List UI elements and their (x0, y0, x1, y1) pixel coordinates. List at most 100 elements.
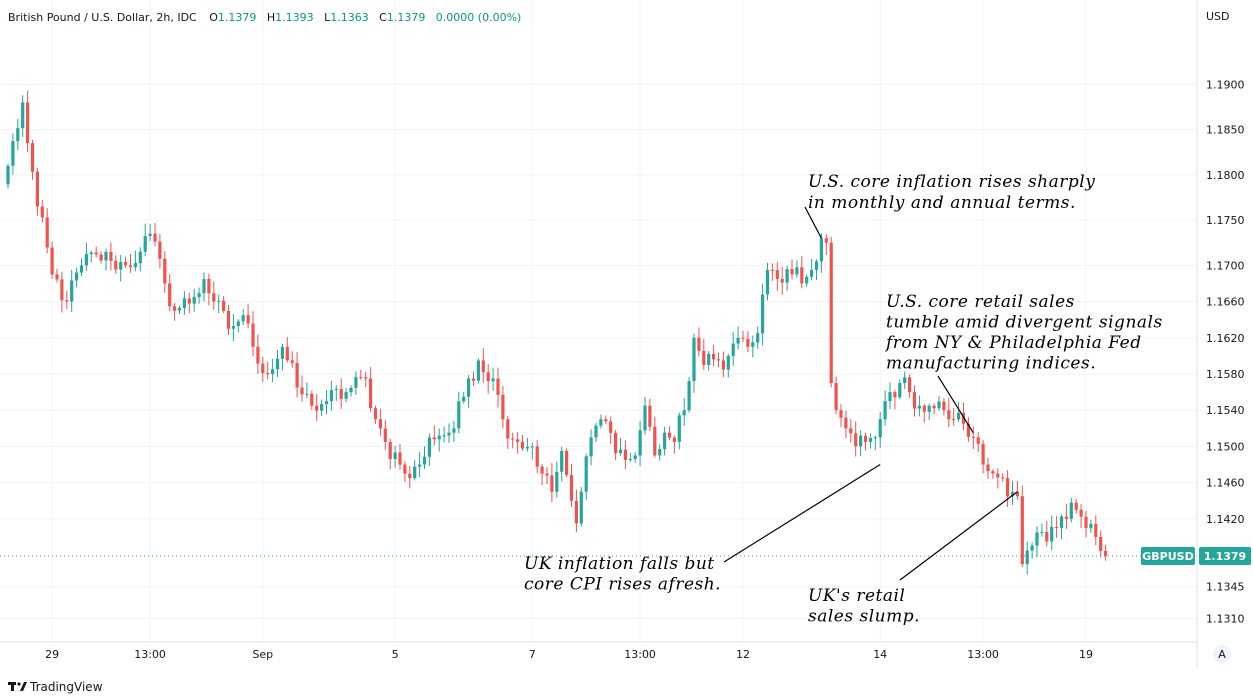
candle-body[interactable] (16, 128, 20, 142)
candle-body[interactable] (310, 393, 314, 406)
candle-body[interactable] (442, 435, 446, 437)
candle-body[interactable] (824, 238, 828, 243)
candle-body[interactable] (854, 433, 858, 447)
candle-body[interactable] (1079, 509, 1083, 517)
candle-body[interactable] (84, 254, 88, 266)
candle-body[interactable] (35, 171, 39, 207)
candle-body[interactable] (844, 417, 848, 429)
candle-body[interactable] (266, 372, 270, 374)
candle-body[interactable] (55, 274, 59, 280)
candle-body[interactable] (638, 430, 642, 456)
candle-body[interactable] (339, 389, 343, 399)
candle-body[interactable] (736, 337, 740, 344)
candle-body[interactable] (594, 425, 598, 438)
candle-body[interactable] (976, 437, 980, 444)
candle-body[interactable] (70, 280, 74, 302)
candle-body[interactable] (927, 405, 931, 412)
candle-body[interactable] (1015, 491, 1019, 497)
candle-body[interactable] (202, 278, 206, 294)
candle-body[interactable] (476, 360, 480, 381)
candle-body[interactable] (373, 408, 378, 420)
candle-body[interactable] (1001, 477, 1005, 479)
candle-body[interactable] (516, 439, 520, 442)
candle-body[interactable] (324, 401, 329, 405)
candle-body[interactable] (6, 165, 10, 184)
candle-body[interactable] (21, 102, 25, 129)
candle-body[interactable] (359, 377, 363, 379)
candle-body[interactable] (197, 293, 201, 298)
candle-body[interactable] (329, 390, 333, 402)
tradingview-logo[interactable]: TradingView (8, 680, 103, 694)
candle-body[interactable] (1045, 532, 1049, 542)
candle-body[interactable] (408, 473, 412, 479)
candle-body[interactable] (501, 394, 505, 420)
candle-body[interactable] (432, 437, 436, 440)
candle-body[interactable] (486, 372, 490, 382)
candle-body[interactable] (295, 362, 299, 388)
candle-body[interactable] (677, 415, 681, 442)
candle-body[interactable] (300, 387, 304, 395)
candle-body[interactable] (618, 449, 623, 454)
candle-body[interactable] (30, 143, 35, 172)
candle-body[interactable] (1006, 478, 1010, 497)
candle-body[interactable] (785, 269, 789, 283)
candle-body[interactable] (859, 435, 863, 447)
candle-body[interactable] (1099, 536, 1103, 551)
candle-body[interactable] (795, 267, 799, 275)
candle-body[interactable] (1069, 502, 1073, 519)
candle-body[interactable] (574, 500, 578, 524)
candle-body[interactable] (584, 456, 588, 492)
candle-body[interactable] (633, 455, 637, 459)
candle-body[interactable] (663, 432, 667, 450)
candle-body[interactable] (271, 369, 275, 374)
candle-body[interactable] (256, 346, 260, 364)
candle-body[interactable] (780, 278, 784, 283)
candle-body[interactable] (285, 346, 289, 361)
candle-body[interactable] (917, 405, 921, 409)
candle-body[interactable] (447, 432, 451, 436)
candle-body[interactable] (814, 261, 819, 270)
candle-body[interactable] (388, 441, 392, 460)
candle-body[interactable] (148, 233, 152, 236)
candle-body[interactable] (829, 242, 833, 384)
candle-body[interactable] (119, 261, 123, 270)
candle-body[interactable] (173, 306, 177, 311)
candle-body[interactable] (398, 452, 402, 465)
candle-body[interactable] (697, 337, 701, 351)
candle-body[interactable] (1064, 516, 1068, 519)
candle-body[interactable] (481, 360, 485, 373)
candle-body[interactable] (604, 419, 608, 422)
candle-body[interactable] (290, 360, 294, 363)
candle-body[interactable] (462, 396, 466, 402)
candle-body[interactable] (775, 270, 779, 279)
candle-body[interactable] (726, 355, 730, 370)
candle-body[interactable] (658, 449, 662, 456)
candle-body[interactable] (800, 267, 804, 284)
candle-body[interactable] (261, 363, 265, 373)
candle-body[interactable] (614, 432, 618, 454)
candle-body[interactable] (961, 413, 966, 424)
candle-body[interactable] (275, 358, 280, 370)
candle-body[interactable] (89, 252, 93, 255)
candle-body[interactable] (153, 233, 157, 242)
auto-scale-button[interactable] (1213, 645, 1231, 663)
candle-body[interactable] (687, 381, 691, 411)
candle-body[interactable] (707, 353, 711, 365)
candle-body[interactable] (222, 300, 226, 311)
candle-body[interactable] (75, 272, 79, 281)
candle-body[interactable] (168, 283, 172, 307)
candle-body[interactable] (109, 251, 113, 261)
candle-body[interactable] (819, 238, 823, 262)
candle-body[interactable] (1035, 532, 1039, 546)
candle-body[interactable] (457, 401, 461, 429)
candle-body[interactable] (11, 141, 15, 166)
candle-body[interactable] (217, 300, 221, 302)
candle-body[interactable] (94, 252, 98, 255)
candle-body[interactable] (437, 435, 441, 440)
candle-body[interactable] (364, 377, 368, 379)
candle-body[interactable] (1074, 502, 1078, 510)
candle-body[interactable] (765, 269, 770, 295)
candle-body[interactable] (418, 464, 422, 467)
